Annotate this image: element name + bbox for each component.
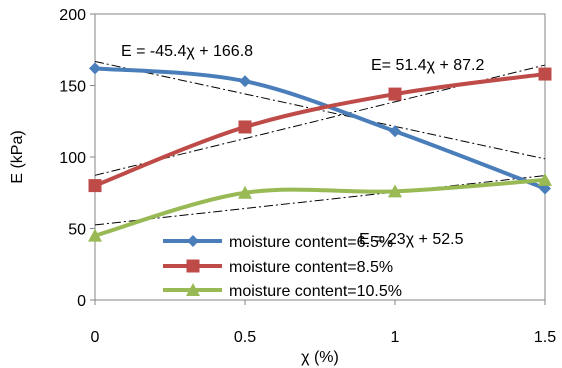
legend-marker-3	[186, 283, 200, 296]
series-2-point	[238, 120, 252, 134]
legend-marker-1	[187, 235, 199, 247]
legend-item-3: moisture content=10.5%	[163, 283, 402, 300]
series-line-3	[94, 177, 546, 238]
y-tick-label: 100	[59, 150, 86, 167]
series-2-point	[538, 67, 552, 81]
trendline-label-2: E= 51.4χ + 87.2	[371, 57, 484, 74]
series-1-point	[89, 62, 101, 75]
trendline-3	[94, 175, 546, 226]
series-3-point	[388, 184, 402, 198]
series-group	[88, 62, 552, 242]
series-3-point	[88, 228, 102, 242]
y-tick-label: 200	[59, 7, 86, 24]
legend-marker-2	[186, 259, 200, 273]
y-axis-title: E (kPa)	[9, 130, 26, 183]
legend-label-3: moisture content=10.5%	[229, 283, 402, 300]
legend-label-2: moisture content=8.5%	[229, 259, 393, 276]
y-axis: 0 50 100 150 200	[59, 7, 95, 310]
trendline-label-1: E = -45.4χ + 166.8	[121, 43, 253, 60]
legend-item-2: moisture content=8.5%	[163, 259, 393, 276]
series-2-point	[388, 87, 402, 101]
legend-item-1: moisture content=6.5%	[163, 234, 393, 251]
x-axis: 0 0.5 1 1.5	[91, 300, 556, 346]
series-line-1	[94, 66, 546, 191]
x-tick-label: 1.5	[534, 329, 556, 346]
trendline-label-3: E = 23χ + 52.5	[359, 231, 464, 248]
trendline-1	[94, 60, 546, 160]
plot-area	[94, 13, 546, 301]
series-line-2	[94, 72, 546, 188]
y-tick-label: 50	[68, 222, 86, 239]
x-tick-label: 0.5	[234, 329, 256, 346]
x-tick-label: 0	[91, 329, 100, 346]
y-tick-label: 0	[77, 293, 86, 310]
y-tick-label: 150	[59, 79, 86, 96]
series-3-point	[538, 172, 552, 186]
series-3-point	[238, 185, 252, 199]
series-1-point	[389, 125, 401, 138]
x-tick-label: 1	[391, 329, 400, 346]
x-axis-title: χ (%)	[301, 349, 339, 366]
series-1-point	[239, 75, 251, 88]
legend: moisture content=6.5% moisture content=8…	[163, 234, 402, 300]
legend-label-1: moisture content=6.5%	[229, 234, 393, 251]
series-2-point	[88, 179, 102, 193]
